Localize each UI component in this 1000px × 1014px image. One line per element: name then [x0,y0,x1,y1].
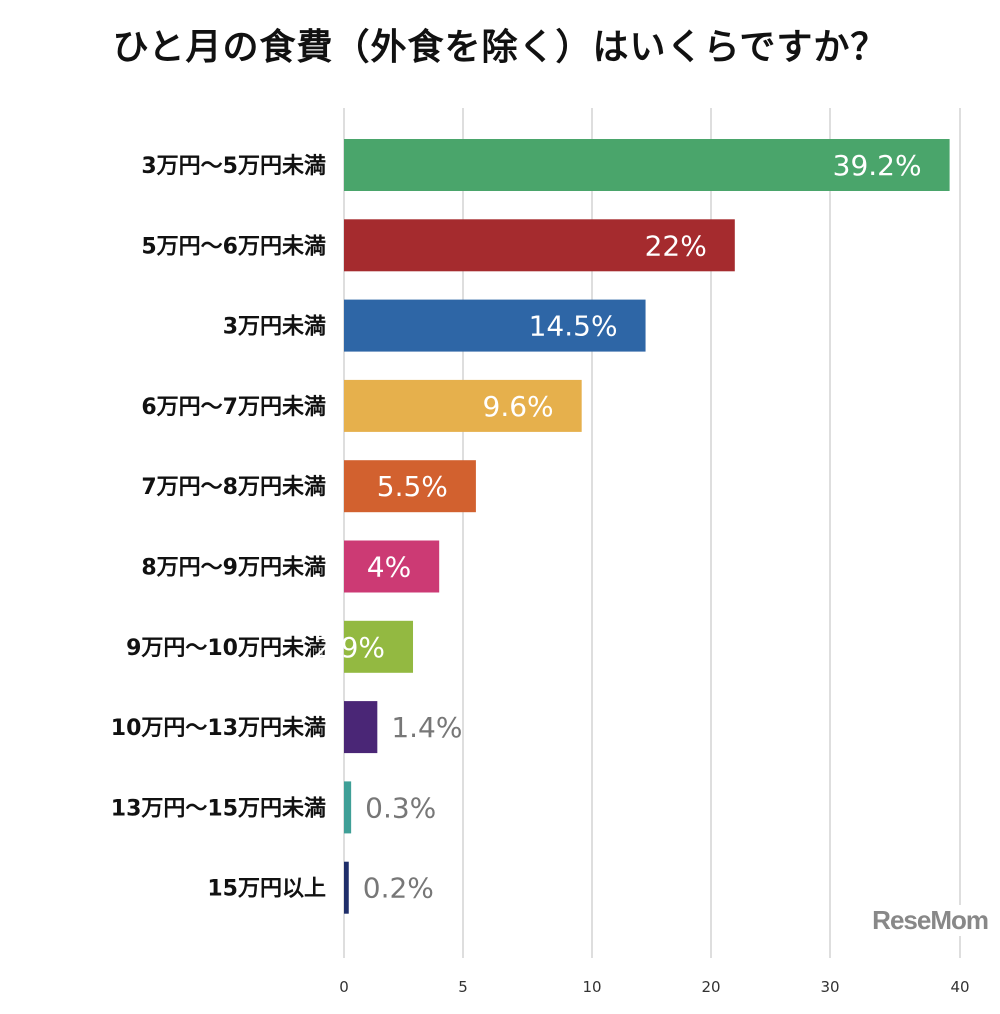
bar [344,460,476,513]
category-label: 3万円未満 [223,314,326,340]
data-label: 9.6% [483,390,554,423]
bar [344,139,950,191]
chart-title: ひと月の食費（外食を除く）はいくらですか？ [112,27,888,68]
data-label: 5.5% [377,470,448,503]
category-label: 15万円以上 [207,877,326,902]
bar [344,379,582,432]
category-label: 10万円～13万円未満 [111,715,326,741]
category-label: 3万円～5万円未満 [141,153,326,179]
resemom-logo: ReseMom [870,905,990,936]
x-tick-label: 5 [458,978,468,996]
bar [344,620,414,673]
bar [344,861,349,914]
bar [344,781,352,834]
x-tick-label: 20 [701,978,720,996]
category-label: 6万円～7万円未満 [141,394,326,420]
x-tick-label: 0 [339,978,349,996]
category-label: 9万円～10万円未満 [126,635,326,661]
data-label: 4% [367,551,411,584]
x-tick-label: 30 [820,978,839,996]
data-label: 2.9% [314,631,385,664]
bar [344,299,646,352]
bar [344,540,440,593]
data-label: 0.2% [363,872,434,905]
category-label: 7万円～8万円未満 [141,474,326,500]
category-label: 8万円～9万円未満 [141,555,326,581]
category-label: 13万円～15万円未満 [111,795,326,821]
data-label: 0.3% [365,791,436,824]
data-label: 22% [645,229,707,262]
bar [344,701,378,754]
x-tick-label: 40 [950,978,969,996]
x-tick-label: 10 [582,978,601,996]
data-label: 14.5% [529,310,618,343]
data-label: 39.2% [833,149,922,182]
category-label: 5万円～6万円未満 [141,233,326,259]
bar [344,219,735,272]
data-label: 1.4% [391,711,462,744]
